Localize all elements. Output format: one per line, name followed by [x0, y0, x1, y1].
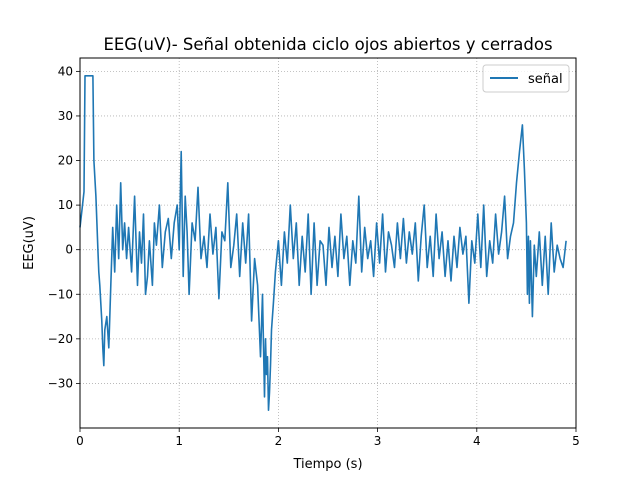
series-layer [79, 75, 567, 411]
series-line-senal [79, 75, 567, 411]
y-tick-label: −10 [48, 287, 73, 301]
y-tick-label: −30 [48, 376, 73, 390]
x-axis-ticks: 0 1 2 3 4 5 [76, 428, 580, 448]
x-tick-label: 4 [473, 434, 481, 448]
legend: señal [482, 64, 570, 93]
x-tick-label: 1 [175, 434, 183, 448]
y-tick-label: 30 [58, 109, 73, 123]
y-tick-label: 40 [58, 64, 73, 78]
x-tick-label: 0 [76, 434, 84, 448]
x-tick-label: 2 [275, 434, 283, 448]
x-tick-label: 5 [572, 434, 580, 448]
y-axis-ticks: −30 −20 −10 0 10 20 30 40 [48, 64, 80, 390]
chart-title: EEG(uV)- Señal obtenida ciclo ojos abier… [103, 35, 552, 54]
y-tick-label: −20 [48, 332, 73, 346]
legend-box [482, 64, 570, 93]
x-tick-label: 3 [374, 434, 382, 448]
axes-frame [79, 57, 577, 429]
legend-label: señal [528, 72, 563, 87]
x-axis-label: Tiempo (s) [292, 457, 362, 472]
y-tick-label: 0 [65, 243, 73, 257]
y-tick-label: 20 [58, 154, 73, 168]
y-axis-label: EEG(uV) [22, 216, 37, 270]
y-tick-label: 10 [58, 198, 73, 212]
